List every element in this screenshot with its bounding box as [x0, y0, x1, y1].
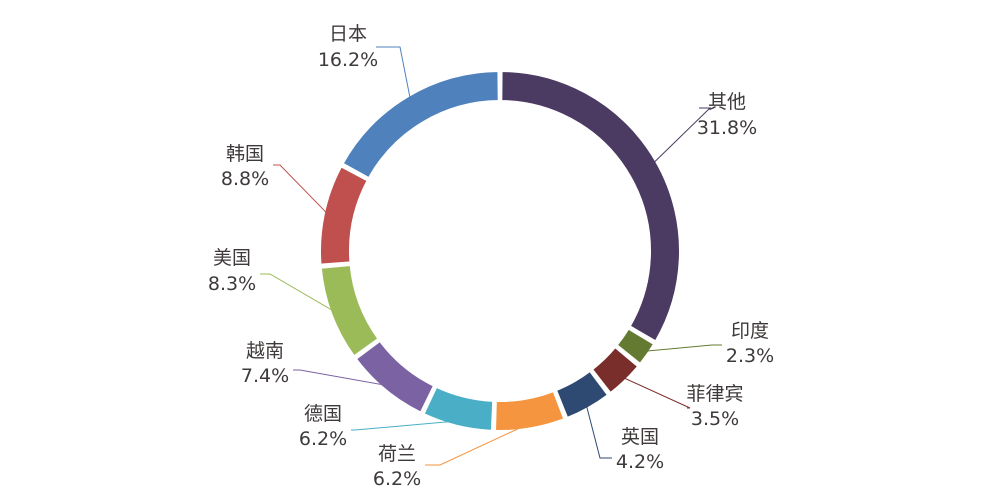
leader-line-美国 [260, 273, 337, 313]
slice-其他 [500, 69, 681, 343]
slice-percent-label: 6.2% [373, 468, 421, 490]
slice-name-label: 越南 [246, 340, 284, 362]
leader-line-印度 [643, 344, 722, 352]
slice-percent-label: 31.8% [697, 117, 757, 139]
slice-德国 [422, 385, 495, 432]
donut-slices [319, 69, 681, 432]
slice-name-label: 韩国 [226, 143, 264, 165]
slice-percent-label: 8.3% [208, 273, 256, 295]
slice-荷兰 [493, 389, 566, 432]
slice-name-label: 英国 [621, 426, 659, 448]
leader-line-越南 [293, 369, 389, 387]
slice-name-label: 日本 [329, 23, 367, 45]
slice-美国 [319, 263, 380, 358]
leader-line-英国 [585, 403, 612, 459]
leader-line-荷兰 [425, 423, 530, 466]
slice-name-label: 美国 [213, 247, 251, 269]
slice-name-label: 荷兰 [378, 443, 416, 465]
slice-percent-label: 8.8% [221, 168, 269, 190]
slice-percent-label: 7.4% [241, 365, 289, 387]
leader-line-菲律宾 [621, 376, 691, 409]
slice-name-label: 德国 [304, 403, 342, 425]
slice-韩国 [319, 165, 369, 266]
leader-lines [260, 46, 722, 466]
leader-line-韩国 [273, 164, 330, 216]
slice-percent-label: 6.2% [299, 428, 347, 450]
slice-name-label: 菲律宾 [686, 383, 743, 405]
leader-line-其他 [651, 107, 712, 165]
leader-line-德国 [351, 420, 459, 431]
slice-英国 [554, 369, 610, 420]
slice-percent-label: 3.5% [691, 408, 739, 430]
slice-labels: 其他 31.8% 印度 2.3% 菲律宾 3.5% 英国 4.2% 荷兰 6.2% 德国 6.2% 越南… [208, 23, 774, 490]
slice-percent-label: 2.3% [726, 345, 774, 367]
slice-菲律宾 [590, 345, 640, 395]
slice-越南 [354, 339, 436, 414]
slice-name-label: 印度 [731, 320, 769, 342]
leader-line-日本 [376, 46, 412, 101]
slice-percent-label: 4.2% [616, 451, 664, 473]
slice-name-label: 其他 [708, 91, 746, 113]
slice-日本 [341, 69, 500, 180]
slice-percent-label: 16.2% [318, 49, 378, 71]
